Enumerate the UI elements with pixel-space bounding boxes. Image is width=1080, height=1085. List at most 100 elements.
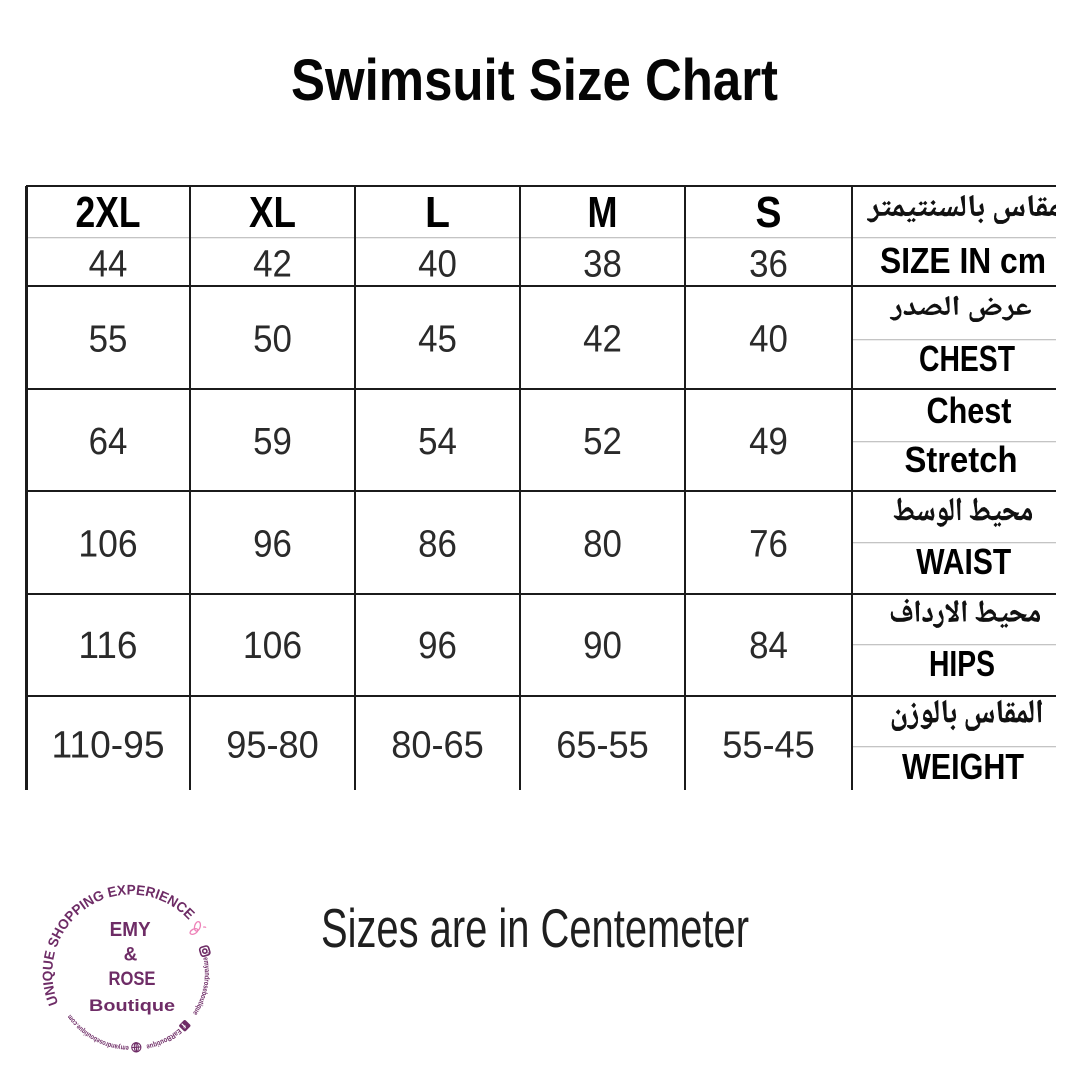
- svg-text:M: M: [588, 188, 618, 237]
- svg-text:X: X: [116, 882, 127, 898]
- svg-text:55-45: 55-45: [722, 725, 815, 767]
- svg-text:u: u: [159, 1037, 166, 1046]
- svg-text:Boutique: Boutique: [89, 996, 175, 1015]
- svg-text:42: 42: [253, 244, 292, 286]
- svg-text:U: U: [44, 993, 62, 1007]
- svg-text:E: E: [135, 882, 146, 898]
- svg-text:36: 36: [749, 244, 788, 286]
- svg-text:e: e: [145, 1042, 150, 1050]
- svg-text:e: e: [125, 1044, 129, 1052]
- svg-text:54: 54: [418, 421, 457, 463]
- svg-text:ROSE: ROSE: [109, 969, 156, 990]
- svg-text:40: 40: [418, 244, 457, 286]
- svg-text:e: e: [201, 957, 209, 962]
- svg-text:55: 55: [89, 319, 128, 361]
- svg-text:b: b: [199, 991, 208, 997]
- svg-text:Sizes are in Centemeter: Sizes are in Centemeter: [321, 897, 749, 959]
- svg-text:i: i: [83, 1029, 89, 1036]
- svg-text:n: n: [203, 972, 211, 976]
- svg-text:u: u: [197, 997, 206, 1003]
- svg-text:o: o: [202, 981, 210, 986]
- svg-text:t: t: [84, 1030, 91, 1038]
- svg-text:c: c: [71, 1019, 79, 1027]
- svg-text:P: P: [127, 882, 136, 897]
- svg-text:e: e: [75, 1022, 83, 1030]
- svg-text:106: 106: [243, 625, 302, 667]
- svg-text:90: 90: [583, 625, 622, 667]
- svg-text:e: e: [200, 988, 208, 993]
- svg-text:u: u: [193, 1006, 202, 1013]
- svg-text:r: r: [202, 979, 210, 982]
- svg-text:96: 96: [253, 524, 292, 566]
- svg-text:y: y: [117, 1043, 122, 1051]
- svg-text:EMY: EMY: [110, 919, 152, 941]
- svg-text:t: t: [196, 1000, 204, 1005]
- svg-text:38: 38: [583, 244, 622, 286]
- svg-text:I: I: [41, 981, 57, 987]
- svg-text:u: u: [86, 1031, 93, 1039]
- svg-text:&: &: [124, 945, 138, 966]
- svg-text:E: E: [174, 1027, 182, 1036]
- svg-text:u: u: [77, 1025, 85, 1033]
- svg-text:80: 80: [583, 524, 622, 566]
- svg-text:q: q: [152, 1040, 158, 1049]
- svg-text:S: S: [756, 188, 782, 237]
- svg-text:o: o: [69, 1017, 77, 1025]
- svg-text:b: b: [92, 1034, 99, 1043]
- svg-text:65-55: 65-55: [556, 725, 649, 767]
- svg-text:I: I: [77, 898, 89, 913]
- svg-text:U: U: [40, 960, 56, 971]
- svg-text:u: u: [149, 1041, 155, 1049]
- svg-text:95-80: 95-80: [226, 725, 319, 767]
- svg-text:o: o: [162, 1035, 169, 1044]
- svg-text:59: 59: [253, 421, 292, 463]
- svg-text:XL: XL: [249, 188, 296, 237]
- svg-text:E: E: [41, 949, 58, 961]
- svg-text:s: s: [98, 1037, 104, 1046]
- svg-text:106: 106: [78, 524, 137, 566]
- svg-text:Chest: Chest: [927, 390, 1012, 431]
- svg-text:N: N: [41, 984, 58, 997]
- svg-text:I: I: [153, 886, 161, 902]
- svg-text:Swimsuit Size Chart: Swimsuit Size Chart: [291, 48, 778, 113]
- svg-text:n: n: [110, 1041, 115, 1049]
- svg-text:B: B: [165, 1033, 173, 1042]
- svg-text:o: o: [198, 994, 207, 1000]
- svg-text:e: e: [95, 1036, 102, 1045]
- svg-text:q: q: [194, 1003, 203, 1010]
- svg-text:86: 86: [418, 524, 457, 566]
- svg-text:i: i: [155, 1039, 159, 1047]
- svg-text:.: .: [74, 1021, 81, 1028]
- svg-text:84: 84: [749, 625, 788, 667]
- svg-text:110-95: 110-95: [52, 725, 165, 767]
- svg-text:Stretch: Stretch: [905, 439, 1018, 480]
- svg-text:45: 45: [418, 319, 457, 361]
- svg-text:52: 52: [583, 421, 622, 463]
- svg-text:50: 50: [253, 319, 292, 361]
- svg-text:SIZE IN cm: SIZE IN cm: [880, 240, 1046, 281]
- svg-text:f: f: [179, 1021, 188, 1029]
- svg-text:R: R: [168, 1031, 176, 1040]
- svg-text:E: E: [106, 884, 118, 901]
- svg-text:i: i: [196, 1002, 204, 1007]
- svg-text:R: R: [144, 884, 157, 901]
- svg-text:d: d: [202, 976, 210, 980]
- svg-text:L: L: [425, 188, 450, 237]
- svg-text:a: a: [203, 969, 211, 973]
- svg-text:2XL: 2XL: [76, 188, 141, 237]
- svg-text:y: y: [202, 965, 210, 969]
- svg-text:a: a: [172, 1029, 179, 1037]
- svg-text:49: 49: [749, 421, 788, 463]
- svg-text:m: m: [66, 1013, 75, 1022]
- svg-text:q: q: [80, 1027, 88, 1035]
- svg-text:116: 116: [78, 625, 137, 667]
- svg-text:o: o: [101, 1038, 107, 1047]
- svg-text:m: m: [120, 1043, 126, 1051]
- svg-text:64: 64: [89, 421, 128, 463]
- svg-text:HIPS: HIPS: [929, 643, 995, 684]
- svg-text:s: s: [201, 985, 209, 990]
- svg-text:80-65: 80-65: [391, 725, 484, 767]
- svg-text:CHEST: CHEST: [919, 338, 1015, 379]
- svg-text:d: d: [107, 1040, 113, 1049]
- svg-text:a: a: [113, 1042, 118, 1050]
